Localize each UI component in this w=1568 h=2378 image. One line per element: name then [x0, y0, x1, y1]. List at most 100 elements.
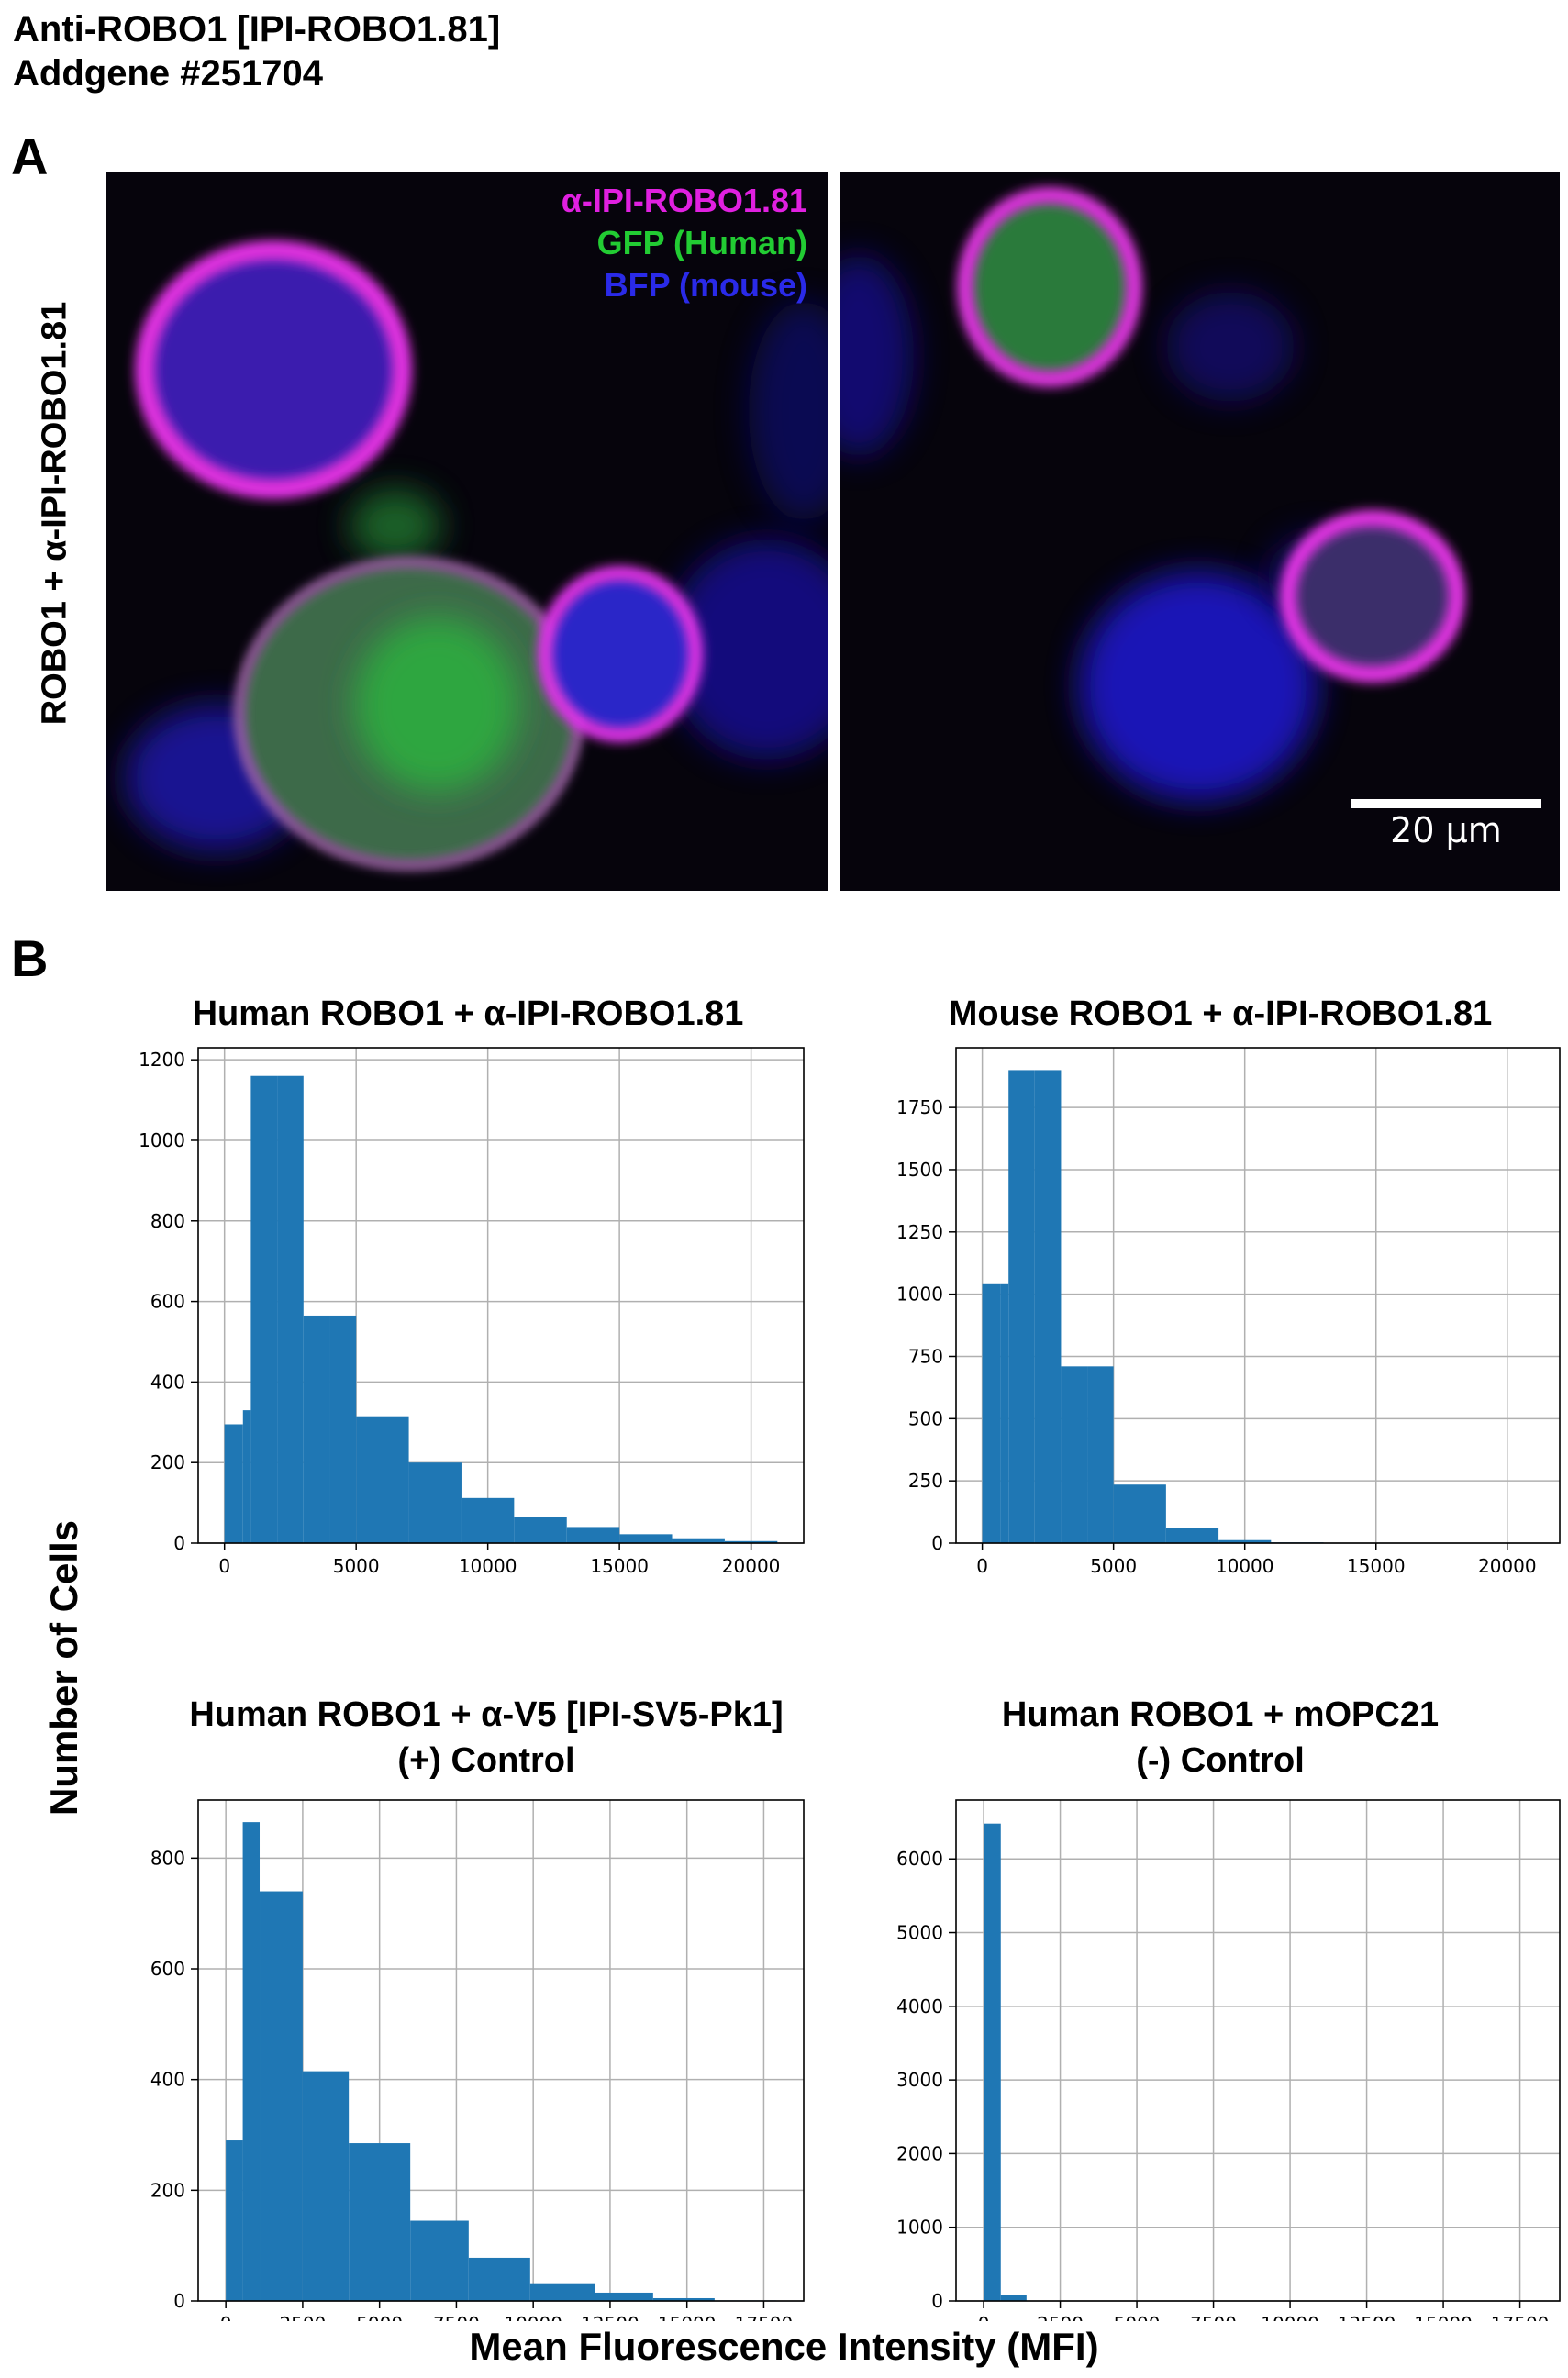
chart-4-title-line-2: (-) Control	[1136, 1741, 1305, 1780]
y-tick-label: 200	[150, 1451, 185, 1473]
histogram-bar	[1113, 1484, 1166, 1543]
histogram-bar	[277, 1075, 304, 1543]
histogram-bar	[303, 1315, 330, 1543]
histogram-bar	[514, 1517, 567, 1543]
chart-3-title-line-2: (+) Control	[397, 1741, 575, 1780]
figure-header-line1: Anti-ROBO1 [IPI-ROBO1.81]	[13, 9, 501, 50]
y-tick-label: 6000	[896, 1848, 943, 1870]
y-tick-label: 400	[150, 1371, 185, 1393]
chart-2-title: Mouse ROBO1 + α-IPI-ROBO1.81	[872, 991, 1568, 1037]
histogram-bar	[1061, 1366, 1088, 1543]
figure-header-line2: Addgene #251704	[13, 53, 323, 94]
histogram-bar	[1008, 1070, 1035, 1543]
x-tick-label: 20000	[1478, 1555, 1537, 1577]
histogram-bar	[226, 2140, 243, 2301]
x-tick-label: 5000	[333, 1555, 380, 1577]
histogram-bar	[982, 1283, 1001, 1543]
micrograph-left: α-IPI-ROBO1.81 GFP (Human) BFP (mouse)	[106, 172, 828, 891]
x-tick-label: 10000	[504, 2313, 562, 2321]
x-tick-label: 0	[218, 1555, 230, 1577]
x-tick-label: 0	[978, 2313, 990, 2321]
scale-bar	[1351, 799, 1541, 808]
histogram-bar	[242, 1410, 251, 1543]
x-tick-label: 15000	[590, 1555, 649, 1577]
micrograph-left-image	[125, 240, 828, 870]
micrograph-right: 20 μm	[840, 172, 1560, 891]
chart-4-title: Human ROBO1 + mOPC21 (-) Control	[872, 1692, 1568, 1784]
channel-legend: α-IPI-ROBO1.81 GFP (Human) BFP (mouse)	[562, 180, 807, 306]
x-tick-label: 5000	[1114, 2313, 1161, 2321]
y-tick-label: 1750	[896, 1096, 943, 1118]
y-tick-label: 800	[150, 1210, 185, 1232]
chart-3-title: Human ROBO1 + α-V5 [IPI-SV5-Pk1] (+) Con…	[92, 1692, 881, 1784]
histogram-bar	[329, 1315, 357, 1543]
histogram-human-robo1-antibody: 0 5000 10000 15000 20000 0 200 400 600 800 1000 120…	[139, 1047, 805, 1577]
histogram-bar	[1087, 1366, 1114, 1543]
histogram-bar	[250, 1075, 278, 1543]
histogram-bar	[242, 1822, 261, 2301]
y-tick-label: 0	[173, 2290, 185, 2312]
histogram-bar	[652, 2297, 715, 2301]
y-tick-label: 250	[908, 1470, 943, 1492]
histogram-bar	[1218, 1539, 1272, 1543]
y-tick-label: 1000	[896, 2217, 943, 2239]
y-tick-label: 800	[150, 1847, 185, 1869]
histogram-bar	[619, 1534, 673, 1543]
x-tick-label: 5000	[1090, 1555, 1137, 1577]
histogram-bar	[468, 2257, 530, 2301]
x-tick-label: 5000	[356, 2313, 403, 2321]
chart-1-title-line: Human ROBO1 + α-IPI-ROBO1.81	[192, 995, 744, 1033]
panel-a-label: A	[11, 128, 49, 185]
plot-frame	[955, 1799, 1561, 2302]
histogram-bar	[408, 1462, 462, 1543]
histogram-bar	[1000, 2295, 1027, 2301]
histogram-bar	[260, 1891, 303, 2301]
legend-item-gfp: GFP (Human)	[596, 224, 807, 261]
histogram-bar	[529, 2283, 595, 2301]
histogram-bar	[461, 1497, 515, 1543]
histogram-bar	[410, 2220, 469, 2301]
histogram-bar	[595, 2292, 653, 2301]
y-tick-label: 3000	[896, 2069, 943, 2091]
scale-bar-label: 20 μm	[1390, 810, 1502, 850]
y-tick-label: 4000	[896, 1995, 943, 2017]
y-tick-label: 0	[173, 1532, 185, 1554]
y-tick-label: 1500	[896, 1159, 943, 1181]
y-tick-label: 200	[150, 2179, 185, 2201]
y-tick-label: 600	[150, 1958, 185, 1980]
histogram-bar	[984, 1823, 1001, 2301]
x-tick-label: 0	[976, 1555, 988, 1577]
histogram-bar	[224, 1424, 243, 1543]
x-tick-label: 10000	[1216, 1555, 1274, 1577]
x-tick-label: 2500	[1037, 2313, 1084, 2321]
legend-item-bfp: BFP (mouse)	[604, 266, 807, 304]
x-tick-label: 20000	[722, 1555, 781, 1577]
panel-a-side-label: ROBO1 + α-IPI-ROBO1.81	[35, 301, 74, 726]
y-tick-label: 1000	[896, 1283, 943, 1306]
x-tick-label: 2500	[279, 2313, 326, 2321]
plot-frame	[197, 1047, 805, 1544]
y-tick-label: 750	[908, 1345, 943, 1367]
x-tick-label: 12500	[581, 2313, 639, 2321]
y-tick-label: 1000	[139, 1129, 185, 1151]
y-tick-label: 5000	[896, 1922, 943, 1944]
chart-4-title-line-1: Human ROBO1 + mOPC21	[1001, 1695, 1440, 1734]
x-tick-label: 10000	[459, 1555, 517, 1577]
y-tick-label: 500	[908, 1407, 943, 1429]
histogram-mouse-robo1-antibody: 0 5000 10000 15000 20000 0 250 500 750 1000 1250 15…	[896, 1047, 1561, 1577]
y-tick-label: 0	[931, 2290, 943, 2312]
histogram-bar	[1034, 1070, 1062, 1543]
panel-b-label: B	[11, 929, 49, 987]
y-tick-label: 1200	[139, 1049, 185, 1071]
x-tick-label: 10000	[1261, 2313, 1319, 2321]
plot-frame	[955, 1047, 1561, 1544]
chart-2-title-line: Mouse ROBO1 + α-IPI-ROBO1.81	[948, 995, 1493, 1033]
x-tick-label: 12500	[1338, 2313, 1396, 2321]
chart-3-title-line-1: Human ROBO1 + α-V5 [IPI-SV5-Pk1]	[189, 1695, 784, 1734]
